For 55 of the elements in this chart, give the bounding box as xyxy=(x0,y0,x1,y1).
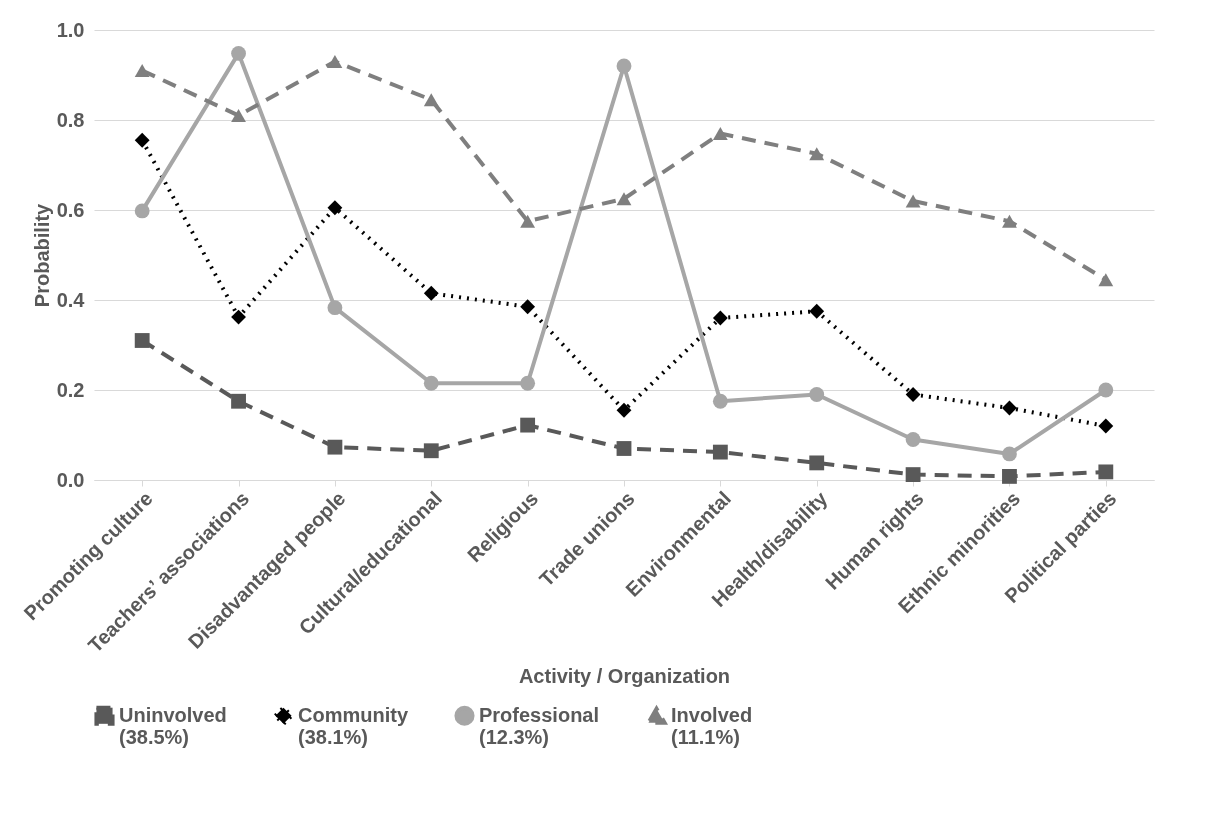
point xyxy=(327,300,343,316)
point xyxy=(905,387,921,402)
point xyxy=(520,375,536,391)
point xyxy=(809,387,825,402)
point xyxy=(134,203,150,219)
y-tick-label: 0.4 xyxy=(56,288,86,311)
point xyxy=(1098,382,1114,398)
point xyxy=(423,375,439,391)
point xyxy=(327,200,343,216)
point xyxy=(809,147,825,161)
legend-label: Professional (12.3%) xyxy=(479,703,600,748)
point xyxy=(712,444,728,460)
point xyxy=(423,443,439,459)
point xyxy=(520,417,536,433)
point xyxy=(520,299,536,315)
point xyxy=(1002,214,1017,228)
point xyxy=(712,310,728,326)
point xyxy=(905,194,921,208)
point xyxy=(616,402,632,418)
point xyxy=(616,192,632,206)
y-axis-title: Probability xyxy=(30,202,53,308)
point xyxy=(809,455,825,471)
point xyxy=(134,333,150,348)
y-tick-label: 0.2 xyxy=(56,378,85,401)
point xyxy=(231,109,246,122)
y-tick-label: 0.0 xyxy=(56,468,85,491)
point xyxy=(905,467,921,483)
point xyxy=(134,64,150,77)
point xyxy=(231,393,246,409)
point xyxy=(1098,418,1114,434)
point xyxy=(1002,446,1017,462)
point xyxy=(616,441,632,456)
y-tick-label: 0.8 xyxy=(56,108,85,131)
legend-label: Involved (11.1%) xyxy=(671,703,753,748)
point xyxy=(712,127,728,140)
point xyxy=(134,132,150,148)
point xyxy=(905,432,921,447)
y-tick-label: 0.6 xyxy=(56,198,85,221)
point xyxy=(423,285,439,301)
point xyxy=(1098,273,1114,287)
point xyxy=(1098,464,1114,480)
point xyxy=(231,309,246,325)
y-tick-label: 1.0 xyxy=(56,18,85,41)
point xyxy=(327,439,343,455)
x-axis-title: Activity / Organization xyxy=(518,665,731,688)
point xyxy=(1002,468,1017,484)
legend-label: Community (38.1%) xyxy=(298,703,409,748)
point xyxy=(327,55,343,68)
point xyxy=(423,93,439,107)
point xyxy=(809,303,825,319)
point xyxy=(520,214,536,228)
point xyxy=(712,393,728,409)
point xyxy=(616,58,632,74)
legend-label: Uninvolved (38.5%) xyxy=(119,703,227,748)
point xyxy=(231,46,246,61)
